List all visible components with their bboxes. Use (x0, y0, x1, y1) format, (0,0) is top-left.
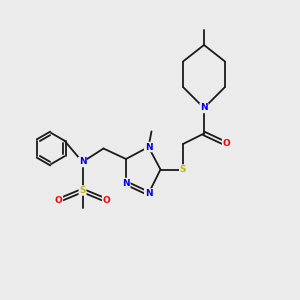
Text: N: N (145, 142, 152, 152)
Text: O: O (103, 196, 110, 205)
Text: O: O (223, 140, 230, 148)
Text: O: O (55, 196, 62, 205)
Text: N: N (145, 189, 152, 198)
Text: N: N (200, 103, 208, 112)
Text: N: N (79, 158, 86, 166)
Text: N: N (122, 178, 130, 188)
Text: S: S (79, 186, 86, 195)
Text: S: S (180, 165, 186, 174)
